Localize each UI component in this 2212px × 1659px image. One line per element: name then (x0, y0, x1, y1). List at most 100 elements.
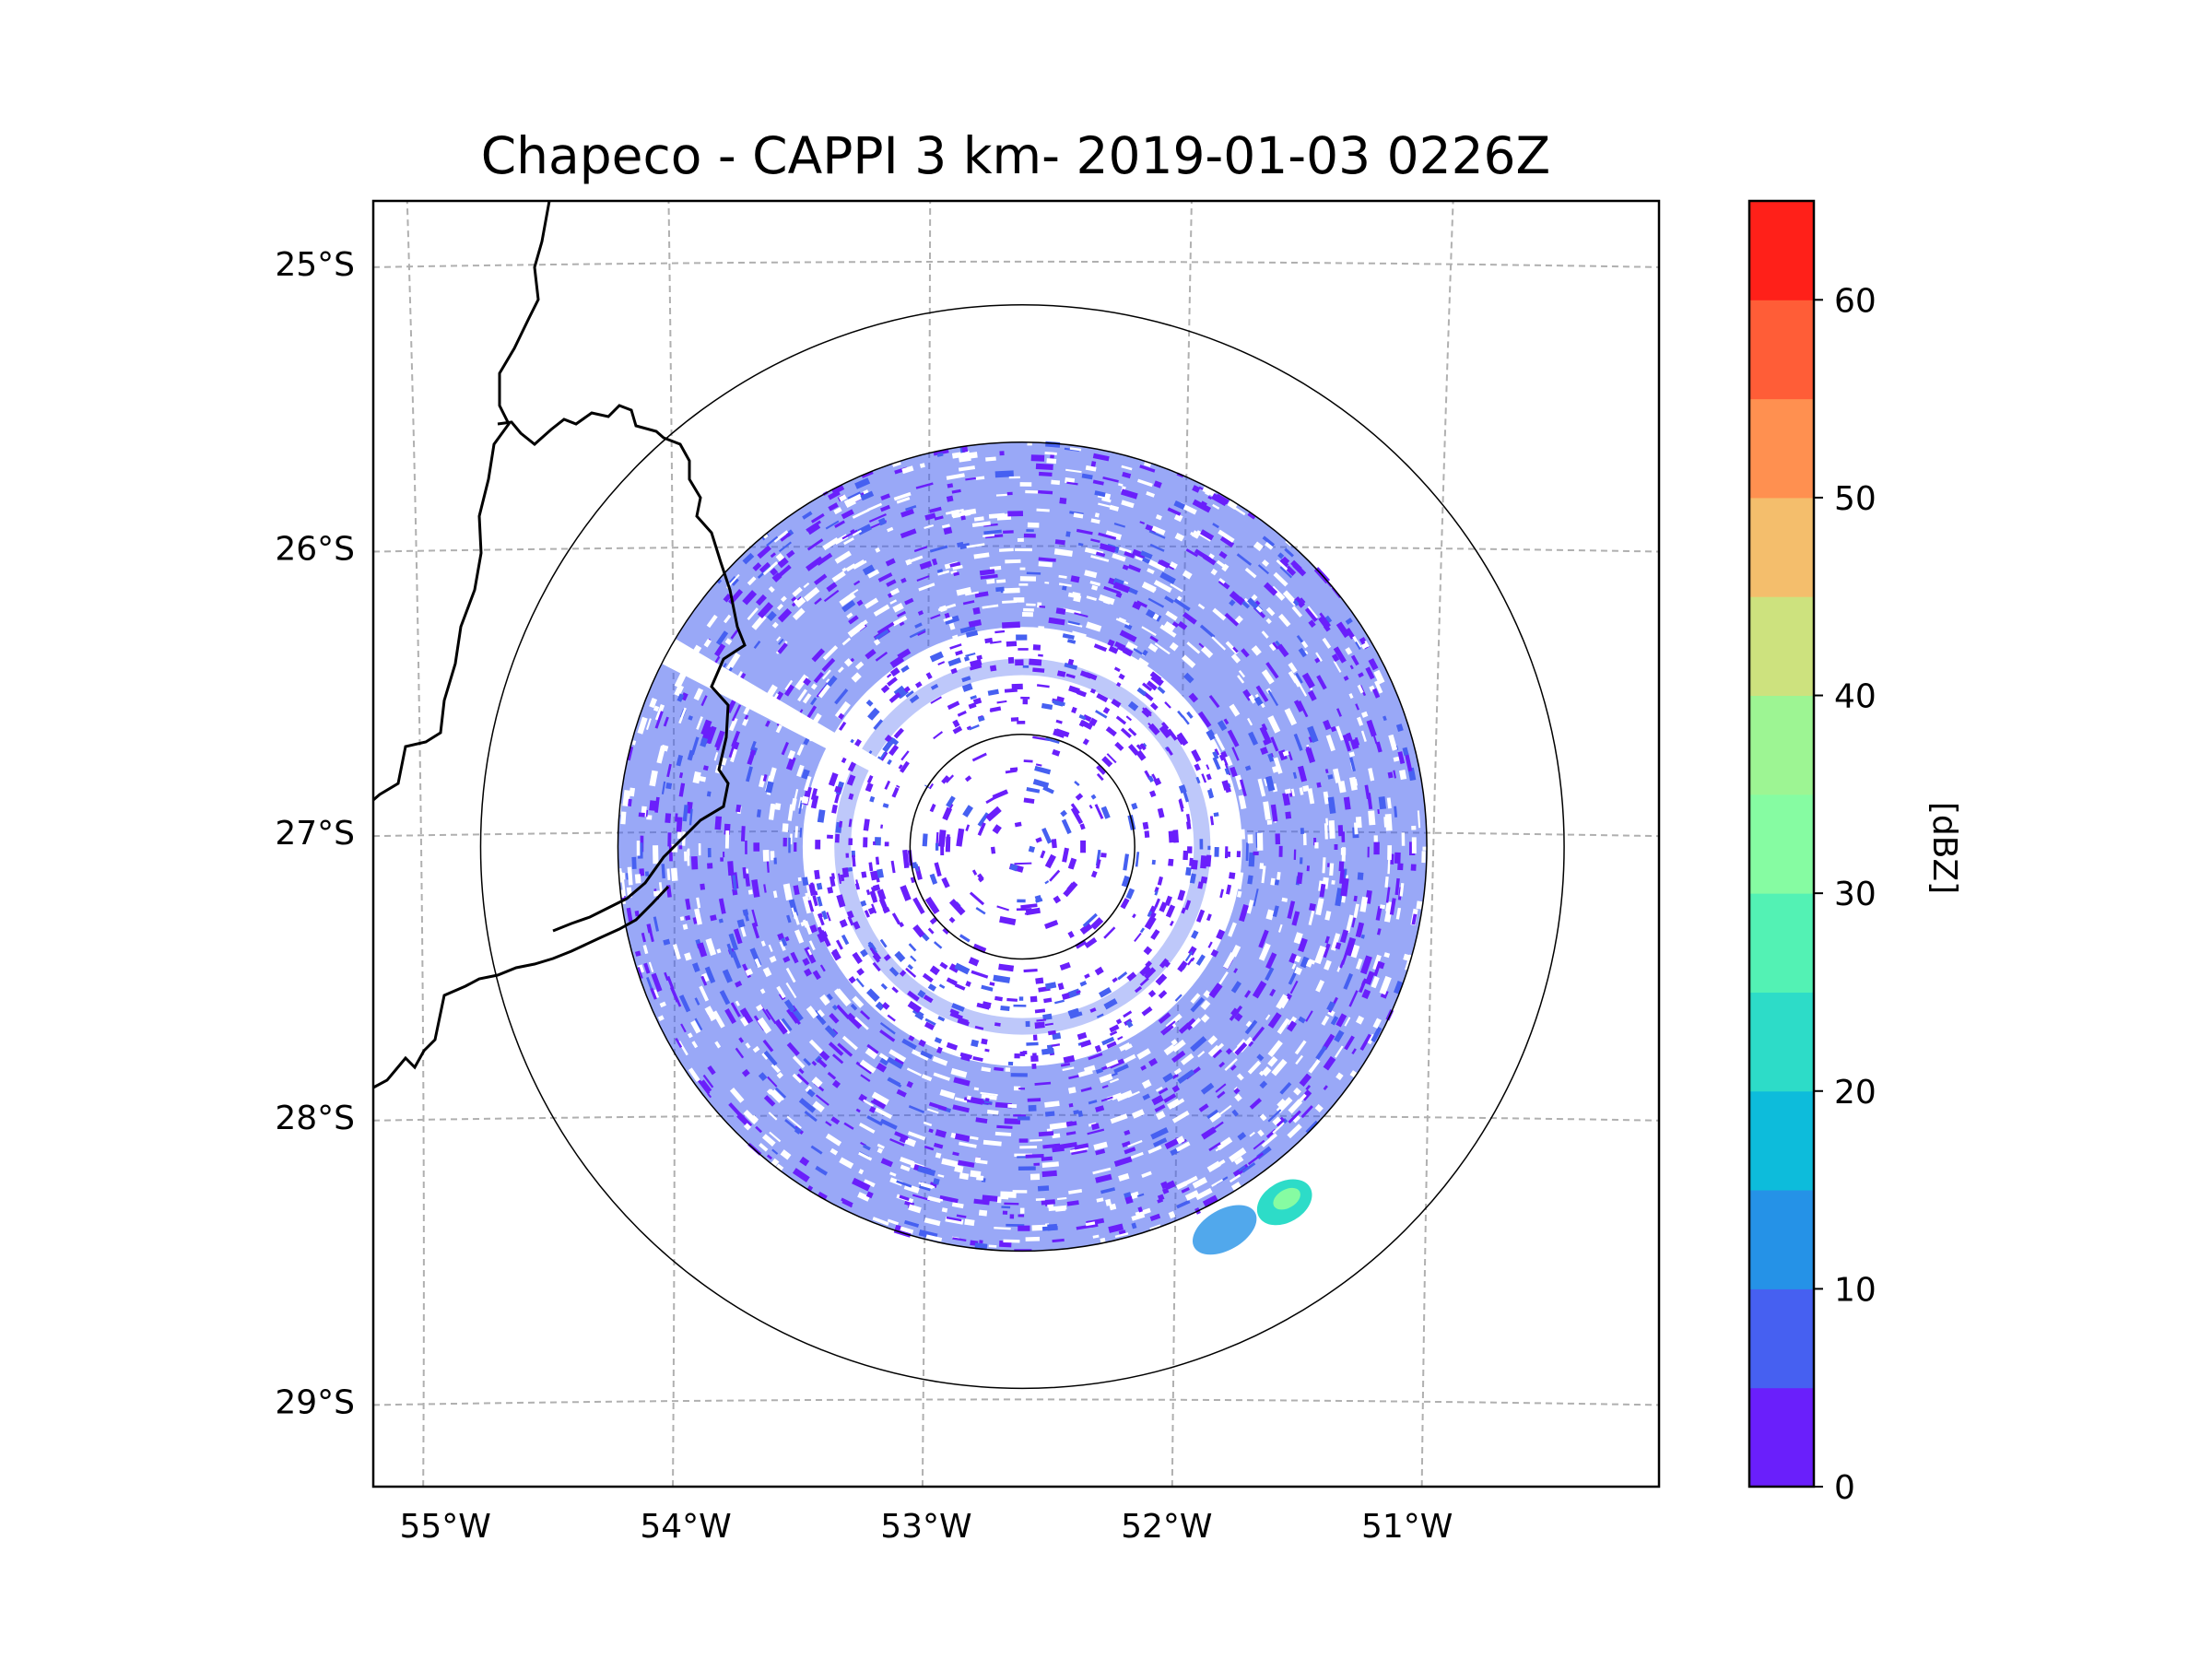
echo-speckle (853, 580, 861, 586)
echo-speckle (1051, 1043, 1061, 1047)
echo-speckle (1395, 724, 1404, 733)
border-north (497, 404, 747, 933)
echo-speckle (792, 1073, 803, 1084)
echo-speckle (1049, 869, 1061, 882)
echo-speckle (889, 666, 900, 677)
echo-speckle (1397, 863, 1404, 871)
echo-speckle (751, 909, 759, 927)
echo-speckle (1371, 1026, 1382, 1042)
range-ring (909, 733, 1135, 960)
echo-speckle (1191, 859, 1198, 870)
echo-speckle (1282, 792, 1290, 806)
echo-speckle (1148, 1057, 1159, 1067)
echo-speckle (939, 961, 948, 970)
echo-speckle (973, 552, 990, 559)
echo-speckle (1041, 1199, 1055, 1206)
echo-speckle (788, 837, 791, 853)
echo-speckle (678, 994, 691, 1013)
echo-speckle (1199, 624, 1216, 639)
echo-speckle (866, 1115, 883, 1126)
echo-speckle (1292, 562, 1307, 577)
echo-speckle (1018, 1214, 1025, 1218)
echo-speckle (1353, 903, 1359, 919)
echo-speckle (852, 854, 856, 867)
echo-speckle (994, 470, 1014, 478)
echo-speckle (745, 840, 747, 854)
echo-speckle (722, 969, 733, 983)
echo-speckle (1093, 643, 1108, 653)
echo-speckle (1164, 960, 1171, 968)
echo-speckle (1417, 810, 1421, 829)
storm-cell-outer (1192, 1205, 1257, 1255)
echo-speckle (882, 803, 889, 808)
echo-speckle (1177, 710, 1184, 718)
echo-speckle (1076, 528, 1093, 535)
echo-speckle (875, 1001, 885, 1011)
echo-speckle (1411, 913, 1418, 925)
echo-speckle (938, 983, 946, 989)
echo-speckle (886, 673, 892, 678)
echo-speckle (1211, 493, 1229, 507)
echo-speckle (900, 1164, 911, 1172)
echo-speckle (1182, 789, 1190, 803)
echo-speckle (1171, 1110, 1190, 1124)
echo-speckle (1343, 972, 1354, 990)
echo-speckle (1285, 811, 1292, 819)
echo-speckle (685, 914, 691, 921)
echo-speckle (1350, 944, 1360, 959)
echo-speckle (999, 451, 1005, 456)
echo-speckle (806, 523, 821, 535)
echo-speckle (1088, 804, 1093, 809)
echo-speckle (888, 967, 900, 977)
echo-speckle (657, 1015, 665, 1021)
echo-speckle (1213, 1121, 1224, 1130)
echo-speckle (707, 863, 713, 869)
echo-speckle (982, 534, 995, 537)
echo-speckle (712, 1010, 725, 1029)
echo-speckle (1353, 822, 1359, 835)
echo-speckle (1175, 1181, 1188, 1190)
echo-speckle (798, 800, 803, 815)
echo-speckle (1293, 932, 1303, 945)
echo-speckle (1253, 1139, 1265, 1150)
echo-speckle (1292, 1114, 1301, 1124)
echo-speckle (910, 877, 915, 884)
echo-speckle (916, 575, 930, 582)
echo-speckle (812, 970, 821, 981)
echo-speckle (1376, 928, 1382, 935)
echo-speckle (802, 693, 812, 704)
echo-speckle (1224, 768, 1230, 775)
echo-speckle (766, 684, 778, 698)
echo-speckle (742, 552, 755, 565)
echo-speckle (961, 683, 973, 692)
echo-speckle (1068, 1074, 1082, 1080)
echo-speckle (677, 693, 685, 702)
echo-speckle (1102, 477, 1119, 483)
echo-speckle (1053, 728, 1065, 738)
echo-speckle (1340, 848, 1347, 855)
echo-speckle (782, 823, 789, 833)
echo-speckle (830, 1147, 839, 1156)
echo-speckle (1153, 480, 1162, 488)
echo-speckle (971, 970, 989, 979)
echo-speckle (714, 816, 723, 830)
echo-speckle (791, 1008, 804, 1022)
echo-speckle (1171, 1073, 1179, 1080)
echo-speckle (972, 697, 982, 705)
echo-speckle (1026, 787, 1041, 794)
echo-speckle (1101, 1084, 1109, 1089)
echo-speckle (1265, 952, 1277, 970)
echo-speckle (661, 781, 666, 794)
echo-speckle (1109, 1024, 1120, 1033)
echo-speckle (867, 707, 880, 721)
echo-speckle (974, 1025, 984, 1030)
echo-speckle (1335, 942, 1342, 950)
echo-speckle (873, 604, 890, 617)
echo-speckle (1260, 747, 1269, 756)
echo-speckle (819, 964, 826, 972)
echo-speckle (1147, 911, 1153, 918)
echo-speckle (902, 849, 910, 869)
echo-speckle (1092, 1234, 1100, 1239)
echo-speckle (1139, 977, 1149, 986)
echo-speckle (1327, 796, 1336, 815)
